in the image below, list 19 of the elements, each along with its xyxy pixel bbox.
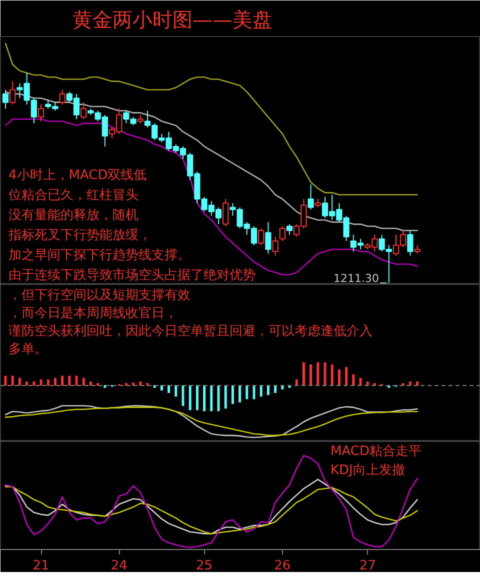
text: 谨防空头获利回吐，因此今日空单暂且回避，可以考虑逢低介入	[8, 324, 372, 339]
annotation: 加之早间下探下行趋势线支撑。	[8, 248, 190, 263]
text: ，但下行空间以及短期支撑有效	[8, 288, 190, 303]
annotation: 位粘合已久，红柱冒头	[8, 188, 138, 203]
x-tick-label: 25	[196, 558, 213, 574]
annotation: 没有量能的释放，随机	[8, 208, 138, 223]
annotation: 指标死叉下行势能放缓，	[8, 228, 152, 243]
annotation: KDJ向上发撤	[330, 463, 405, 478]
annotation: 4小时上，MACD双线低	[8, 168, 147, 183]
annotation: MACD粘合走平	[330, 444, 422, 459]
text: ，而今日是本周周线收官日，	[8, 305, 178, 321]
annotation: 由于连续下跌导致市场空头占据了绝对优势	[8, 268, 256, 283]
x-tick-label: 24	[110, 558, 128, 574]
chart-title: 黄金两小时图——美盘	[72, 8, 272, 32]
x-tick-label: 21	[32, 558, 50, 574]
text: 1211.30	[333, 272, 379, 285]
text: 多单。	[8, 342, 48, 357]
x-tick-label: 26	[274, 558, 291, 574]
x-tick-label: 27	[359, 558, 376, 574]
